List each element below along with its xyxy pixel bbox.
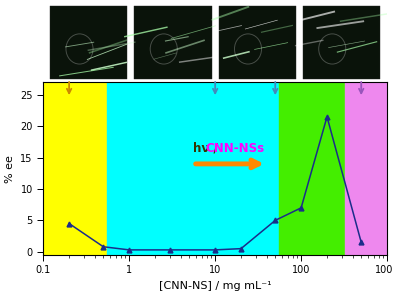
Bar <box>134 6 212 79</box>
Bar <box>303 6 380 79</box>
Bar <box>43 82 107 255</box>
Bar <box>219 6 296 79</box>
Bar <box>107 82 279 255</box>
Y-axis label: % ee: % ee <box>5 155 15 183</box>
Text: CNN-NSs: CNN-NSs <box>206 142 264 155</box>
Bar <box>345 82 387 255</box>
Bar <box>279 82 345 255</box>
Text: hν /: hν / <box>193 142 222 155</box>
X-axis label: [CNN-NS] / mg mL⁻¹: [CNN-NS] / mg mL⁻¹ <box>159 281 272 291</box>
Bar <box>50 6 127 79</box>
